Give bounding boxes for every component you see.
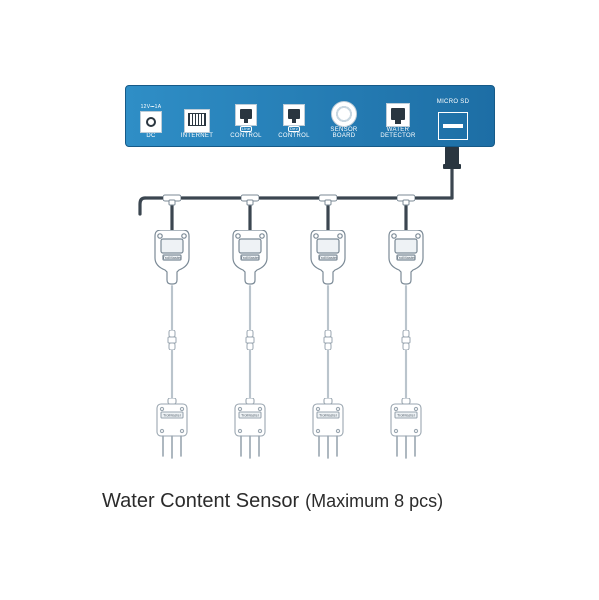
inline-connector [401,330,411,350]
sensor-probe: TrolMaster [151,398,193,458]
inline-connector [245,330,255,350]
sensor-module: TrolMaster [305,230,351,288]
port-label: DC [146,133,155,140]
module-brand-label: TrolMaster [163,255,183,260]
diagram-caption: Water Content Sensor (Maximum 8 pcs) [102,490,443,513]
sd-slot-icon [443,124,463,128]
rj-plug [445,146,459,166]
rj-port-icon [235,104,257,126]
sensor-module: TrolMaster [383,230,429,288]
cable-splitter [241,192,259,204]
svg-text:TrolMaster: TrolMaster [319,414,338,418]
diagram-canvas: 12V⎓1A DC INTERNET Line CONTROL Dev CONT… [0,0,599,600]
port-label: WATER DETECTOR [380,127,415,140]
inline-connector [167,330,177,350]
svg-text:TrolMaster: TrolMaster [397,255,417,260]
port-water-detector: WATER DETECTOR [374,90,422,144]
sensor-probe: TrolMaster [385,398,427,458]
port-label: Line CONTROL [226,126,266,140]
port-label: Dev CONTROL [274,126,314,140]
voltage-label: 12V⎓1A [141,105,162,111]
cable-splitter [163,192,181,204]
port-label: INTERNET [181,133,213,140]
sensor-probe: TrolMaster [229,398,271,458]
svg-text:TrolMaster: TrolMaster [163,414,182,418]
caption-main: Water Content Sensor [102,490,299,513]
port-control-dev: Dev CONTROL [274,90,314,144]
port-dc: 12V⎓1A DC [134,90,168,144]
controller-panel: 12V⎓1A DC INTERNET Line CONTROL Dev CONT… [125,85,495,147]
svg-text:TrolMaster: TrolMaster [241,414,260,418]
port-sensor-board: SENSOR BOARD [322,90,366,144]
port-label: MICRO SD [437,99,469,106]
sensor-probe: TrolMaster [307,398,349,458]
rj-port-icon [283,104,305,126]
ethernet-port-icon [184,109,210,133]
cable-splitter [319,192,337,204]
svg-text:TrolMaster: TrolMaster [241,255,261,260]
cable-splitter [397,192,415,204]
port-micro-sd: MICRO SD [430,90,476,144]
svg-text:TrolMaster: TrolMaster [319,255,339,260]
port-label: SENSOR BOARD [330,127,357,140]
inline-connector [323,330,333,350]
sensor-module: TrolMaster [227,230,273,288]
sensor-module: TrolMaster [149,230,195,288]
sensor-board-icon [331,101,357,127]
caption-sub: (Maximum 8 pcs) [305,491,443,512]
dc-jack-icon [140,111,162,133]
svg-text:TrolMaster: TrolMaster [397,414,416,418]
port-internet: INTERNET [176,90,218,144]
port-control-line: Line CONTROL [226,90,266,144]
rj-port-icon [386,103,410,127]
sd-frame [438,112,468,140]
